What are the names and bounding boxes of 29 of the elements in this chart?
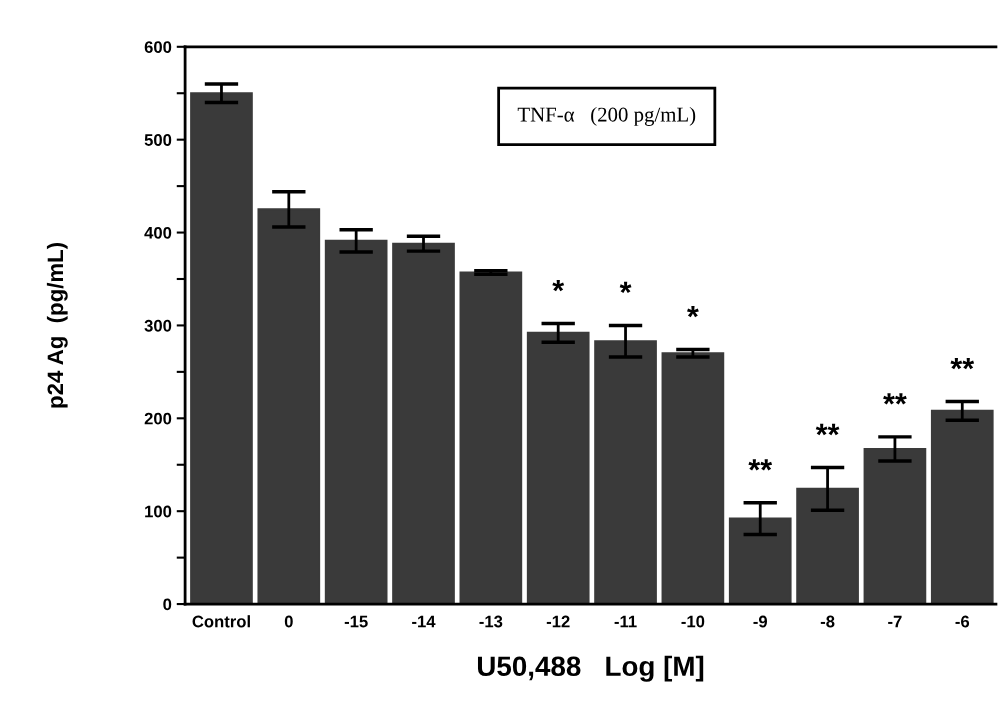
x-tick-label: -13 [479, 615, 503, 628]
annotation: * [687, 305, 699, 318]
annotation: TNF-α (200 pg/mL) [517, 106, 696, 126]
x-tick-label: -14 [412, 615, 436, 628]
annotation: ** [883, 393, 907, 405]
x-tick-label: Control [192, 615, 250, 628]
x-tick-label: -11 [614, 615, 637, 628]
annotation: ** [815, 423, 840, 436]
annotation: * [619, 281, 632, 294]
x-axis-title: U50,488 Log [M] [477, 655, 704, 682]
y-tick-label: 600 [144, 41, 172, 53]
annotation: * [552, 279, 565, 292]
x-tick-label: -10 [681, 615, 705, 628]
y-tick-label: 400 [144, 226, 172, 239]
y-tick-label: 300 [144, 319, 172, 332]
x-tick-label: -6 [955, 615, 970, 628]
x-tick-label: -8 [820, 615, 835, 628]
y-axis-title: p24 Ag (pg/mL) [46, 243, 68, 408]
x-tick-label: 0 [284, 615, 293, 628]
annotation: ** [950, 357, 975, 370]
y-tick-label: 500 [144, 134, 172, 146]
y-tick-label: 0 [163, 598, 172, 611]
x-tick-label: -15 [344, 615, 368, 628]
y-tick-label: 200 [144, 412, 172, 425]
x-tick-label: -9 [753, 615, 768, 628]
annotation: ** [748, 459, 773, 471]
x-tick-label: -7 [888, 615, 902, 628]
x-tick-label: -12 [546, 615, 570, 628]
y-tick-label: 100 [145, 505, 172, 518]
